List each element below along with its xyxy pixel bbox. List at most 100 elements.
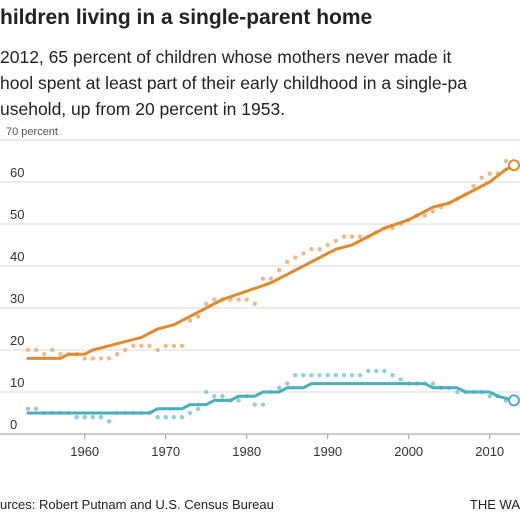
data-point bbox=[301, 373, 306, 378]
subtitle-line: usehold, up from 20 percent in 1953. bbox=[0, 99, 286, 119]
data-point bbox=[374, 368, 379, 374]
data-point bbox=[204, 301, 209, 306]
data-point bbox=[398, 377, 403, 382]
data-point bbox=[179, 343, 185, 348]
data-point bbox=[333, 373, 338, 378]
y-tick-label: 40 bbox=[10, 249, 24, 264]
data-point bbox=[212, 297, 217, 302]
data-point bbox=[155, 347, 160, 353]
data-point bbox=[309, 373, 314, 378]
data-point bbox=[325, 373, 330, 378]
data-point bbox=[25, 406, 31, 411]
y-tick-label: 0 bbox=[10, 417, 17, 432]
data-point bbox=[187, 410, 193, 416]
data-point bbox=[171, 343, 176, 348]
data-point bbox=[430, 381, 436, 386]
data-point bbox=[123, 347, 128, 353]
line-chart: 0 10 20 30 40 50 60 70 percent 1960 1970 1980 1990 2… bbox=[0, 126, 520, 459]
data-point bbox=[285, 259, 290, 264]
data-point bbox=[293, 255, 298, 260]
data-point bbox=[301, 251, 306, 256]
data-point bbox=[50, 347, 55, 353]
data-point bbox=[422, 213, 428, 218]
data-point bbox=[276, 268, 282, 273]
data-point bbox=[25, 347, 31, 353]
data-point bbox=[74, 415, 79, 420]
data-point bbox=[268, 276, 274, 281]
data-point bbox=[487, 394, 492, 399]
data-point bbox=[349, 234, 355, 239]
y-tick-label: 60 bbox=[10, 165, 24, 180]
data-point bbox=[90, 415, 96, 420]
data-point bbox=[349, 373, 355, 378]
data-point bbox=[276, 385, 282, 390]
data-point bbox=[260, 402, 266, 407]
data-point bbox=[147, 343, 152, 348]
y-tick-label: 20 bbox=[10, 333, 24, 348]
y-tick-label: 50 bbox=[10, 207, 24, 222]
data-point bbox=[163, 343, 168, 348]
data-point bbox=[252, 402, 257, 407]
data-point bbox=[187, 318, 193, 323]
data-point bbox=[131, 343, 136, 348]
data-point bbox=[285, 381, 290, 386]
data-point bbox=[220, 394, 225, 399]
data-point bbox=[325, 242, 330, 248]
chart-title: hildren living in a single-parent home bbox=[0, 6, 373, 29]
data-point bbox=[293, 373, 298, 378]
data-point bbox=[58, 352, 63, 357]
data-point bbox=[98, 356, 104, 361]
data-point bbox=[90, 356, 96, 361]
data-point bbox=[42, 352, 47, 357]
data-point bbox=[357, 234, 363, 239]
data-point bbox=[212, 394, 217, 399]
data-point bbox=[163, 415, 168, 420]
data-point bbox=[317, 373, 322, 378]
data-point bbox=[317, 247, 322, 252]
end-marker bbox=[508, 159, 520, 172]
data-point bbox=[98, 415, 104, 420]
data-point bbox=[139, 343, 144, 348]
data-point bbox=[106, 419, 112, 424]
x-tick-label: 1990 bbox=[313, 444, 342, 459]
chart-subtitle: 2012, 65 percent of children whose mothe… bbox=[0, 44, 520, 122]
series-line bbox=[26, 163, 516, 360]
data-point bbox=[33, 406, 39, 411]
data-point bbox=[179, 415, 185, 420]
axis-ticks: 0 10 20 30 40 50 60 70 percent 1960 1970 1980 1990 2… bbox=[6, 126, 504, 459]
x-tick-label: 1960 bbox=[70, 444, 99, 459]
data-point bbox=[390, 373, 395, 378]
end-marker bbox=[508, 394, 520, 407]
data-point bbox=[341, 234, 347, 239]
data-point bbox=[341, 373, 347, 378]
data-point bbox=[309, 247, 314, 252]
data-point bbox=[455, 389, 460, 395]
data-point bbox=[244, 297, 249, 302]
data-point bbox=[236, 297, 241, 302]
data-point bbox=[333, 238, 338, 243]
x-tick-label: 1970 bbox=[151, 444, 180, 459]
data-point bbox=[106, 356, 112, 361]
data-point bbox=[487, 171, 492, 176]
data-point bbox=[366, 368, 371, 374]
data-point bbox=[479, 175, 484, 180]
x-tick-label: 2000 bbox=[394, 444, 423, 459]
series-group bbox=[25, 158, 520, 424]
data-point bbox=[155, 415, 160, 420]
data-point bbox=[503, 158, 509, 164]
data-point bbox=[236, 398, 241, 403]
y-tick-label: 30 bbox=[10, 291, 24, 306]
data-point bbox=[204, 389, 209, 395]
data-point bbox=[33, 347, 39, 353]
source-note: urces: Robert Putnam and U.S. Census Bur… bbox=[0, 497, 274, 512]
data-point bbox=[260, 276, 266, 281]
data-point bbox=[382, 368, 387, 374]
data-point bbox=[471, 184, 476, 189]
data-point bbox=[252, 301, 257, 306]
series-line bbox=[26, 382, 516, 415]
data-point bbox=[195, 406, 201, 411]
data-point bbox=[171, 415, 176, 420]
data-point bbox=[82, 356, 87, 361]
y-tick-label: 10 bbox=[10, 375, 24, 390]
data-point bbox=[114, 352, 120, 357]
